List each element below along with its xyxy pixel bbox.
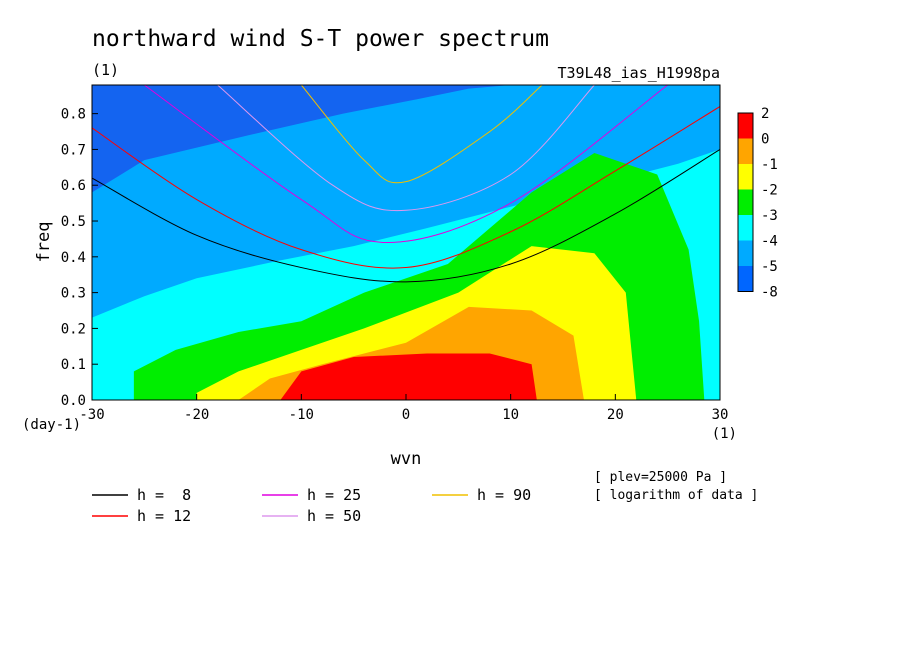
- legend: h = 8 h = 12 h = 25 h = 50 h = 90: [92, 486, 531, 525]
- dispersion-curves: [92, 85, 720, 283]
- note-plev: [ plev=25000 Pa ]: [594, 470, 727, 485]
- x-tick-label: 20: [607, 407, 624, 423]
- x-tick-label: 10: [502, 407, 519, 423]
- y-tick-label: 0.0: [61, 393, 86, 409]
- legend-label: h = 25: [307, 486, 361, 504]
- colorbar-swatch: [738, 113, 753, 139]
- x-axis-unit: (1): [712, 426, 737, 442]
- colorbar-swatch: [738, 138, 753, 164]
- title-unit: (1): [92, 61, 119, 79]
- y-tick-label: 0.6: [61, 178, 86, 194]
- colorbar-label: -5: [761, 259, 778, 275]
- curve-h50: [217, 85, 595, 212]
- curve-h90: [300, 85, 543, 184]
- colorbar-label: 0: [761, 132, 769, 148]
- run-id: T39L48_ias_H1998pa: [557, 64, 720, 82]
- y-tick-label: 0.1: [61, 357, 86, 373]
- y-tick-label: 0.2: [61, 321, 86, 337]
- colorbar-swatch: [738, 189, 753, 215]
- note-log: [ logarithm of data ]: [594, 488, 758, 503]
- x-tick-label: 30: [712, 407, 729, 423]
- colorbar-label: -8: [761, 285, 778, 301]
- y-tick-label: 0.5: [61, 214, 86, 230]
- y-axis-ticks: 0.0 0.1 0.2 0.3 0.4 0.5 0.6 0.7 0.8: [61, 107, 98, 409]
- y-axis-unit: (day-1): [22, 417, 81, 433]
- colorbar-swatch: [738, 164, 753, 190]
- x-tick-label: -20: [184, 407, 209, 423]
- x-tick-label: 0: [402, 407, 410, 423]
- region-gt-to-0: [280, 353, 537, 400]
- x-tick-label: -10: [289, 407, 314, 423]
- x-axis-label: wvn: [391, 449, 422, 469]
- x-tick-label: -30: [79, 407, 104, 423]
- x-axis-ticks: -30 -20 -10 0 10 20 30: [79, 394, 728, 423]
- y-tick-label: 0.7: [61, 142, 86, 158]
- colorbar-label: -4: [761, 234, 778, 250]
- legend-label: h = 12: [137, 507, 191, 525]
- colorbar-label: -1: [761, 157, 778, 173]
- colorbar-label: -3: [761, 208, 778, 224]
- plot-area: [92, 85, 720, 400]
- y-axis-label: freq: [34, 222, 54, 263]
- colorbar-label: -2: [761, 183, 778, 199]
- colorbar-swatch: [738, 215, 753, 241]
- y-tick-label: 0.4: [61, 250, 86, 266]
- y-tick-label: 0.8: [61, 107, 86, 123]
- colorbar: 2 0 -1 -2 -3 -4 -5 -8: [737, 106, 778, 301]
- y-tick-label: 0.3: [61, 286, 86, 302]
- colorbar-frame: [737, 112, 754, 292]
- filled-contours: [92, 85, 720, 400]
- chart-title: northward wind S-T power spectrum: [92, 26, 549, 52]
- curve-h25: [144, 85, 668, 244]
- legend-label: h = 50: [307, 507, 361, 525]
- curve-h8: [92, 149, 720, 283]
- legend-label: h = 8: [137, 486, 191, 504]
- colorbar-swatch: [738, 240, 753, 266]
- curve-h12: [92, 106, 720, 269]
- colorbar-swatch: [738, 266, 753, 292]
- colorbar-label: 2: [761, 106, 769, 122]
- legend-label: h = 90: [477, 486, 531, 504]
